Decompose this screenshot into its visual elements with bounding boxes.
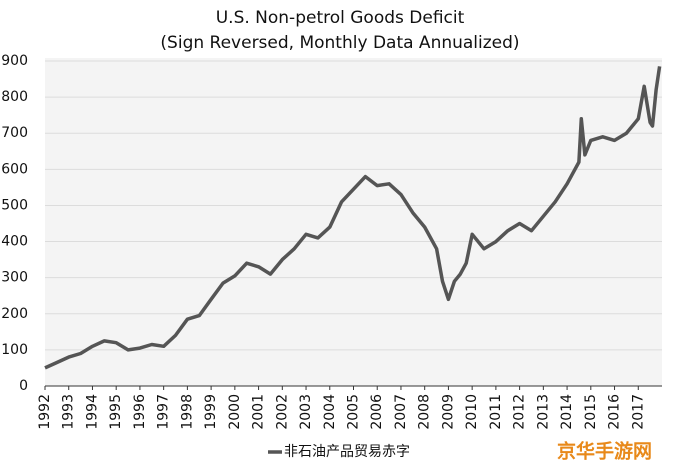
x-tick-label: 1999 [203, 394, 219, 430]
x-tick-label: 2015 [583, 394, 599, 430]
y-tick-label: 700 [1, 125, 28, 141]
x-tick-label: 2004 [322, 394, 338, 430]
x-tick-label: 2008 [417, 394, 433, 430]
y-tick-label: 200 [1, 306, 28, 322]
legend-label: 非石油产品贸易赤字 [284, 444, 410, 460]
x-tick-label: 2014 [559, 394, 575, 430]
x-tick-label: 2005 [346, 394, 362, 430]
y-tick-label: 400 [1, 234, 28, 250]
x-tick-label: 2011 [488, 394, 504, 430]
x-tick-label: 2012 [512, 394, 528, 430]
x-tick-label: 1998 [179, 394, 195, 430]
x-tick-label: 2000 [227, 394, 243, 430]
y-tick-label: 100 [1, 342, 28, 358]
x-tick-label: 2002 [274, 394, 290, 430]
y-tick-label: 900 [1, 53, 28, 69]
x-tick-label: 2009 [440, 394, 456, 430]
x-tick-label: 2001 [251, 394, 267, 430]
x-tick-label: 1993 [61, 394, 77, 430]
plot-background [45, 58, 662, 386]
chart-subtitle: (Sign Reversed, Monthly Data Annualized) [160, 33, 519, 53]
data-line [44, 66, 662, 370]
watermark: 京华手游网 [557, 440, 652, 463]
x-tick-label: 1996 [132, 394, 148, 430]
x-tick-label: 2006 [369, 394, 385, 430]
x-tick-label: 2016 [607, 394, 623, 430]
x-tick-label: 2013 [535, 394, 551, 430]
y-tick-label: 600 [1, 161, 28, 177]
y-tick-label: 500 [1, 197, 28, 213]
x-tick-label: 2017 [630, 394, 646, 430]
x-tick-label: 1997 [156, 394, 172, 430]
x-tick-label: 2010 [464, 394, 480, 430]
x-tick-label: 2003 [298, 394, 314, 430]
x-tick-label: 1994 [84, 394, 100, 430]
x-tick-label: 1995 [108, 394, 124, 430]
y-tick-label: 300 [1, 270, 28, 286]
y-tick-label: 800 [1, 89, 28, 105]
chart-title: U.S. Non-petrol Goods Deficit [216, 8, 465, 28]
x-tick-label: 2007 [393, 394, 409, 430]
x-tick-label: 1992 [37, 394, 53, 430]
y-tick-label: 0 [19, 378, 28, 394]
